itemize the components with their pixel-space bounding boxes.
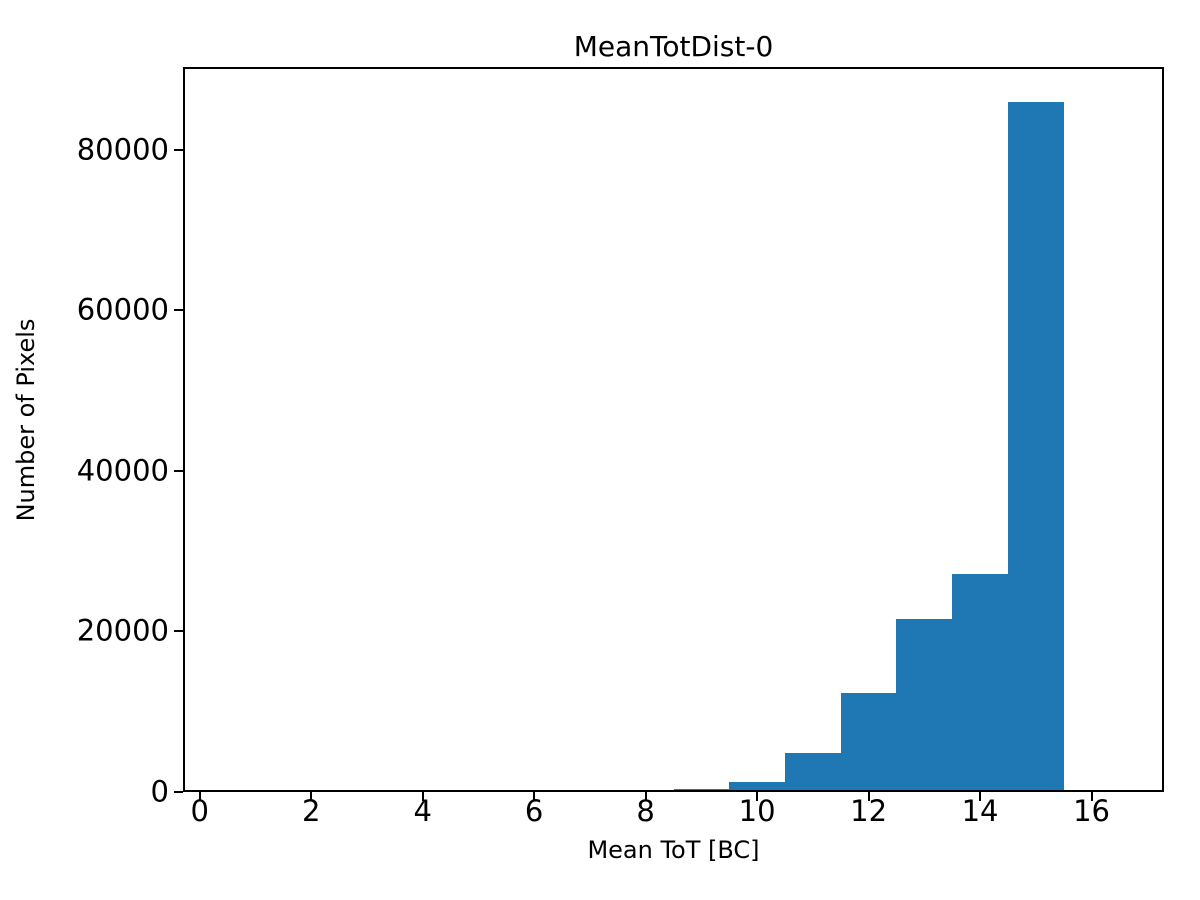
y-tick-label: 40000 [76, 453, 169, 488]
x-tick-mark [756, 792, 759, 801]
bars-layer [183, 67, 1164, 792]
plot-area: 0 2 4 6 8 10 12 14 16 0 20000 40000 60000 80000 [77, 67, 1164, 826]
histogram-bar [784, 753, 841, 792]
y-axis-label: Number of Pixels [12, 318, 40, 522]
y-tick-mark [174, 309, 183, 312]
x-tick-label: 16 [1073, 794, 1110, 828]
y-axis-ticks: 0 20000 40000 60000 80000 [77, 67, 1164, 806]
y-tick-label: 80000 [76, 132, 169, 167]
x-tick-mark [867, 792, 870, 801]
x-tick-mark [1090, 792, 1093, 801]
y-tick-label: 0 [150, 774, 169, 809]
y-tick-mark [174, 791, 183, 793]
histogram-bar [840, 693, 897, 792]
x-tick-mark [198, 792, 201, 801]
x-tick-mark [310, 792, 313, 801]
x-axis-ticks: 0 2 4 6 8 10 12 14 16 [183, 67, 1164, 826]
x-tick-mark [421, 792, 424, 801]
histogram-bar [896, 618, 953, 792]
y-tick-label: 20000 [76, 613, 169, 648]
histogram-bar [729, 781, 785, 792]
x-tick-label: 14 [961, 794, 999, 828]
x-tick-label: 4 [413, 794, 432, 828]
x-tick-label: 12 [850, 794, 888, 828]
y-tick-mark [174, 148, 183, 151]
x-tick-label: 6 [524, 794, 544, 828]
y-tick-mark [174, 469, 183, 472]
x-axis-label: Mean ToT [BC] [587, 836, 760, 864]
y-tick-mark [174, 630, 183, 633]
x-tick-label: 10 [738, 794, 776, 828]
x-tick-mark [533, 792, 536, 801]
chart-title: MeanTotDist-0 [573, 30, 774, 63]
histogram-bar [1007, 101, 1064, 792]
histogram-bar [952, 573, 1008, 792]
x-tick-label: 2 [301, 794, 321, 828]
x-tick-label: 8 [636, 794, 655, 828]
x-tick-label: 0 [190, 794, 209, 828]
y-tick-label: 60000 [76, 292, 169, 327]
x-tick-mark [979, 792, 982, 801]
x-tick-mark [644, 792, 647, 801]
